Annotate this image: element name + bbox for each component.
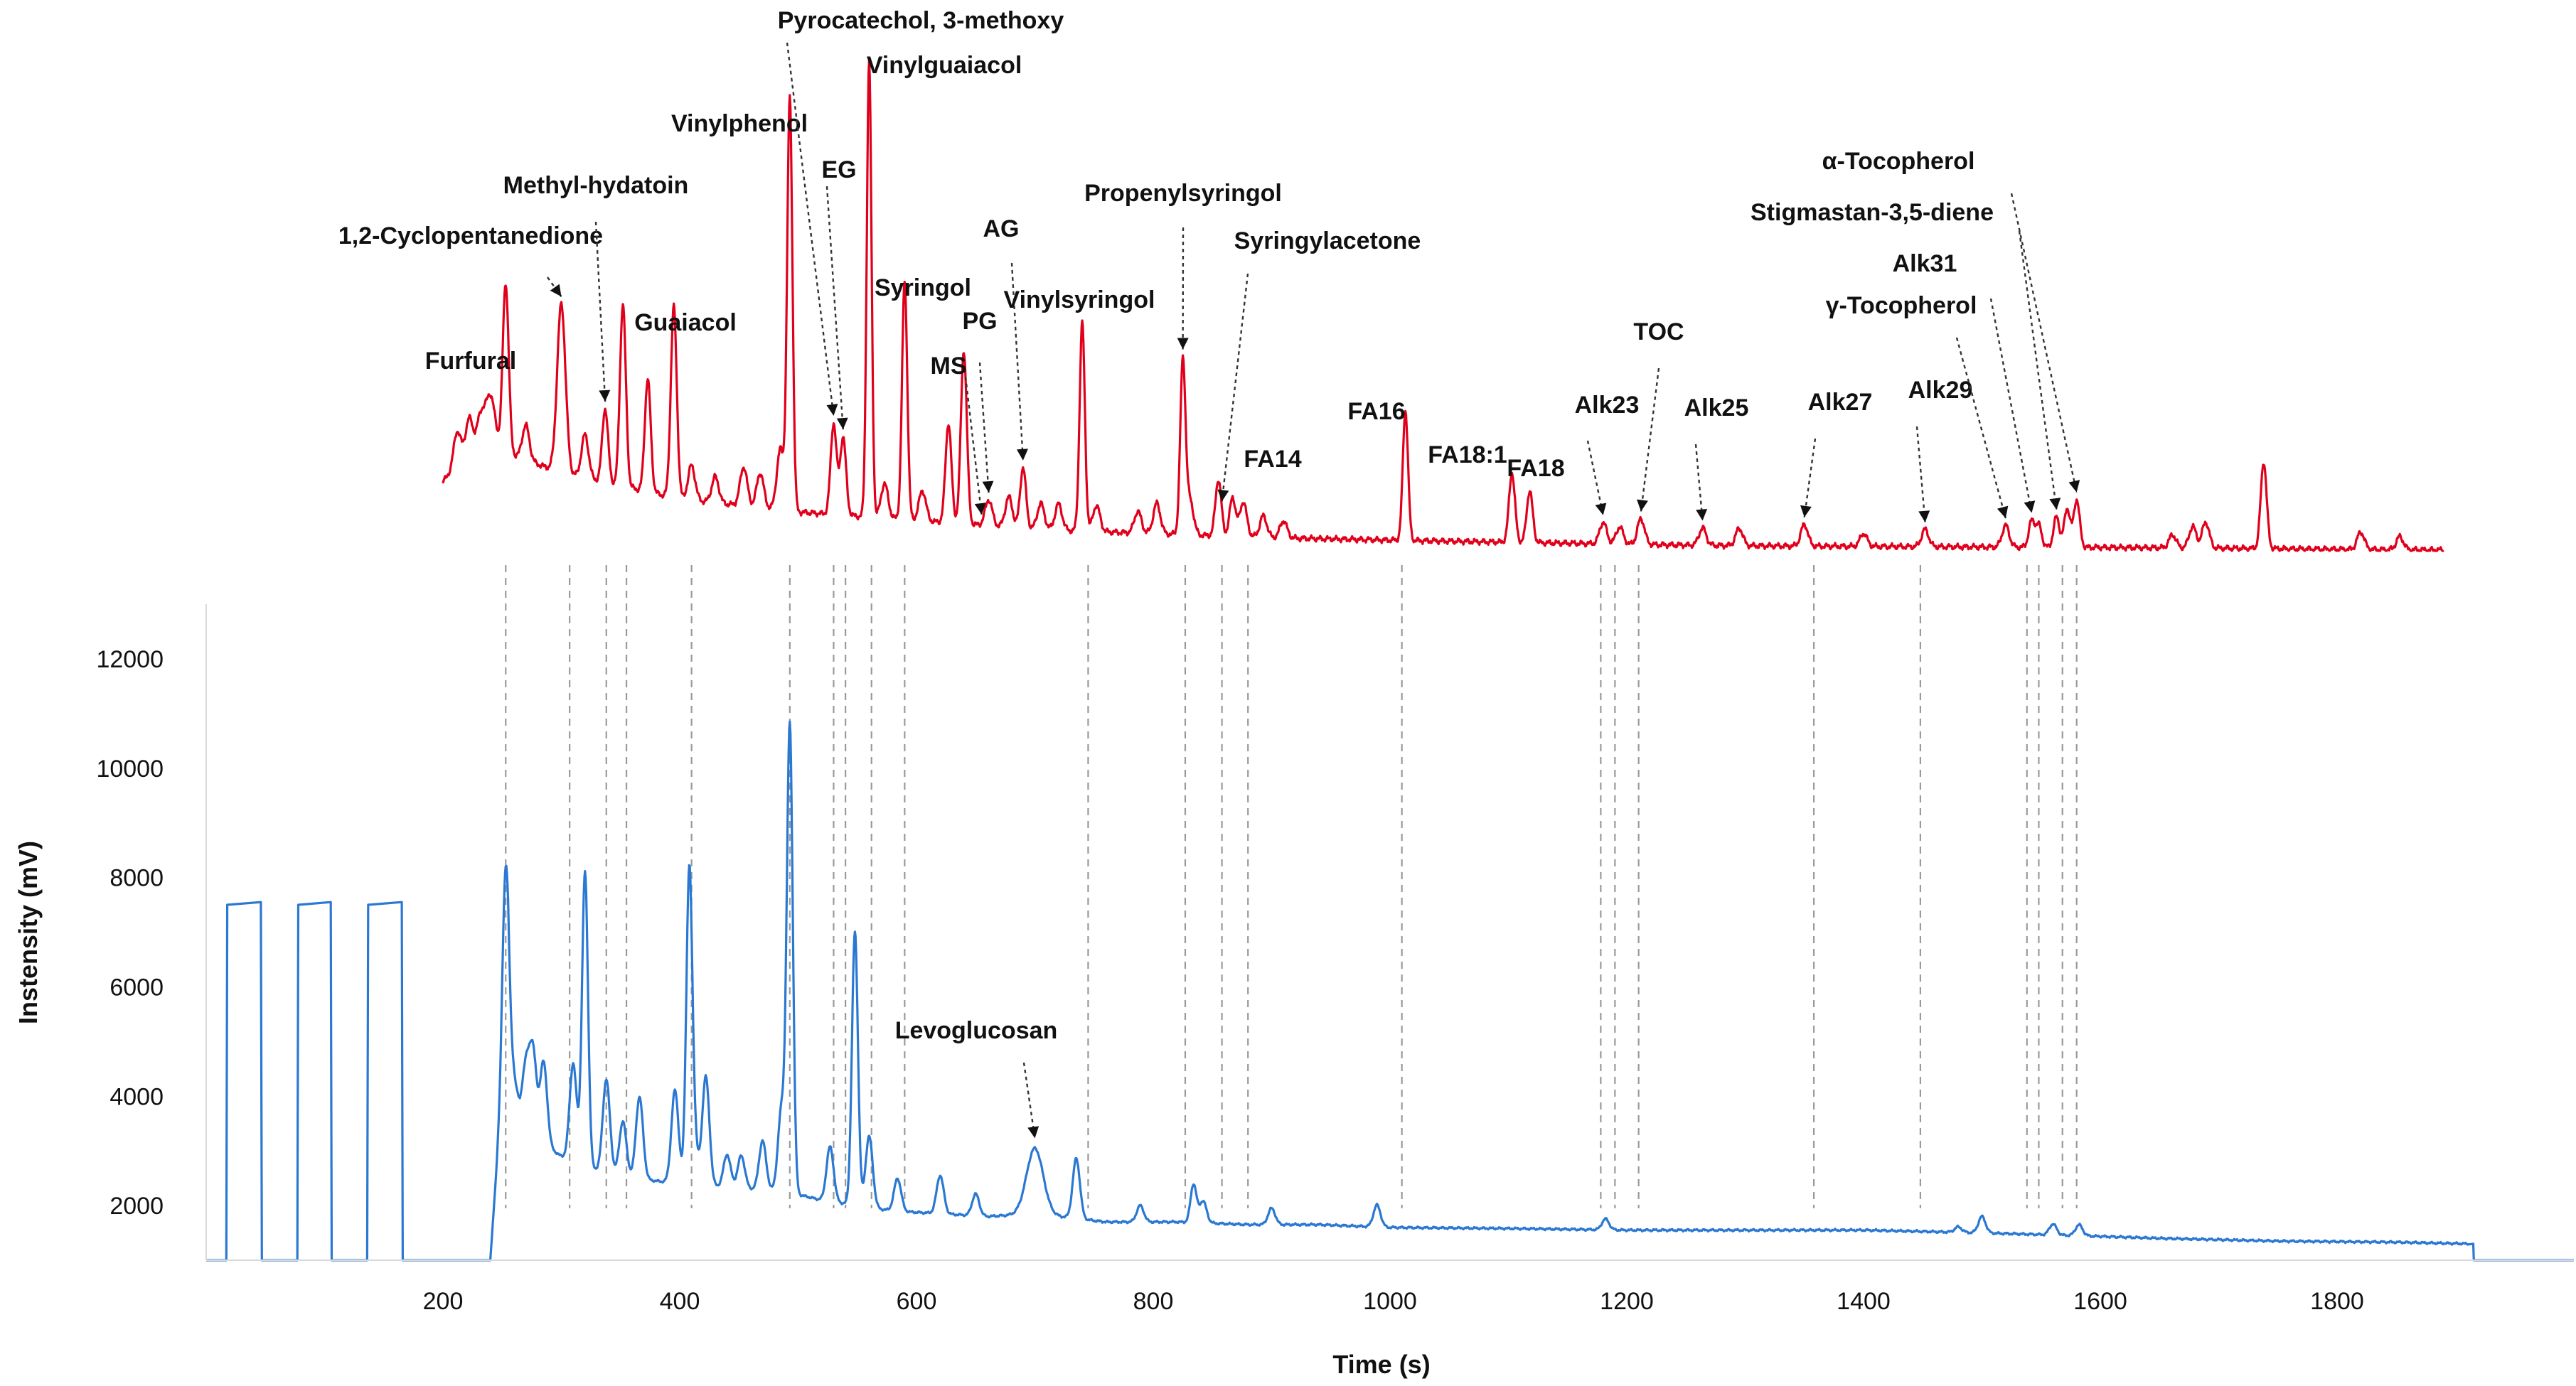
- peak-label: MS: [931, 353, 967, 380]
- peak-label: Alk23: [1575, 392, 1640, 419]
- x-tick-label: 400: [660, 1288, 700, 1315]
- peak-label: Syringylacetone: [1234, 227, 1421, 254]
- y-tick-label: 12000: [96, 646, 164, 673]
- peak-label: Alk25: [1684, 394, 1749, 421]
- x-tick-label: 1000: [1363, 1288, 1417, 1315]
- peak-label: TOC: [1633, 318, 1684, 345]
- y-tick-label: 6000: [109, 974, 164, 1001]
- peak-label: Alk27: [1808, 389, 1873, 416]
- peak-label: Propenylsyringol: [1084, 180, 1282, 207]
- y-tick-label: 10000: [96, 756, 164, 783]
- peak-label: Vinylphenol: [671, 110, 808, 137]
- x-axis-title: Time (s): [1332, 1350, 1430, 1379]
- peak-label: Levoglucosan: [895, 1017, 1058, 1044]
- peak-label: FA18:1: [1428, 441, 1507, 468]
- peak-label: Vinylguaiacol: [867, 52, 1022, 79]
- x-tick-label: 1200: [1600, 1288, 1654, 1315]
- x-tick-label: 800: [1133, 1288, 1174, 1315]
- peak-label: FA18: [1507, 455, 1564, 482]
- peak-label: Pyrocatechol, 3-methoxy: [778, 7, 1064, 34]
- peak-label: EG: [821, 156, 856, 183]
- peak-label: Guaiacol: [634, 309, 737, 336]
- peak-label: γ-Tocopherol: [1826, 292, 1977, 319]
- x-tick-label: 200: [423, 1288, 464, 1315]
- peak-label: AG: [983, 215, 1020, 242]
- y-tick-label: 8000: [109, 865, 164, 892]
- peak-label: 1,2-Cyclopentanedione: [338, 222, 603, 249]
- peak-label: Syringol: [875, 274, 971, 301]
- peak-label: α-Tocopherol: [1822, 148, 1975, 175]
- peak-label: Furfural: [425, 348, 516, 375]
- peak-label: FA16: [1347, 398, 1405, 425]
- y-tick-label: 2000: [109, 1193, 164, 1220]
- x-tick-label: 1800: [2310, 1288, 2364, 1315]
- peak-label: PG: [962, 308, 997, 335]
- peak-label: Vinylsyringol: [1004, 286, 1155, 313]
- x-tick-label: 1600: [2073, 1288, 2127, 1315]
- peak-label: FA14: [1244, 446, 1301, 473]
- x-tick-label: 1400: [1837, 1288, 1891, 1315]
- peak-label: Alk29: [1908, 377, 1973, 404]
- y-axis-title: Instensity (mV): [14, 841, 43, 1024]
- peak-label: Alk31: [1893, 250, 1957, 277]
- peak-label: Stigmastan-3,5-diene: [1751, 199, 1994, 226]
- x-tick-label: 600: [897, 1288, 937, 1315]
- peak-label: Methyl-hydatoin: [503, 172, 689, 199]
- y-tick-label: 4000: [109, 1083, 164, 1110]
